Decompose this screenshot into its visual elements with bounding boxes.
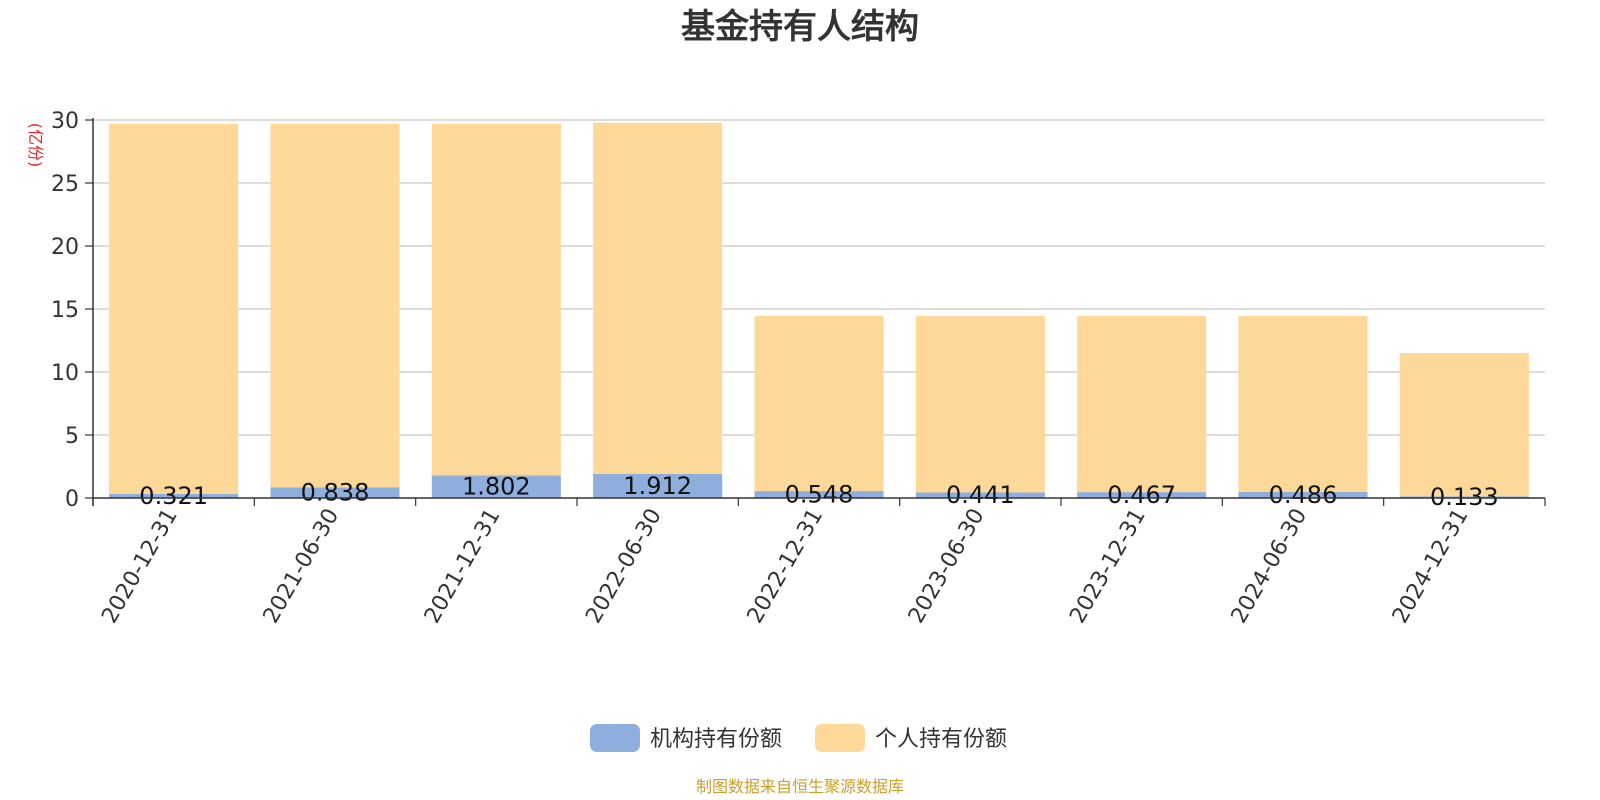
x-tick-label: 2021-06-30 (259, 505, 345, 628)
x-tick-label: 2023-12-31 (1065, 505, 1151, 628)
bar-data-label: 0.441 (946, 481, 1015, 509)
y-tick-label: 10 (51, 361, 79, 386)
y-tick-label: 5 (65, 424, 79, 449)
legend-label[interactable]: 机构持有份额 (650, 727, 782, 752)
y-tick-label: 0 (65, 487, 79, 512)
source-note: 制图数据来自恒生聚源数据库 (696, 777, 904, 796)
bar-individual[interactable] (1077, 315, 1207, 493)
y-tick-label: 25 (51, 172, 79, 197)
legend-swatch[interactable] (815, 724, 865, 752)
bar-institutional[interactable] (1238, 491, 1368, 498)
bar-individual[interactable] (915, 316, 1045, 493)
bar-institutional[interactable] (270, 487, 400, 498)
bar-data-label: 0.548 (785, 481, 854, 509)
bar-individual[interactable] (754, 315, 884, 492)
bar-institutional[interactable] (1399, 496, 1529, 498)
bar-individual[interactable] (270, 123, 400, 488)
bar-individual[interactable] (1399, 353, 1529, 497)
bar-institutional[interactable] (1077, 492, 1207, 498)
legend-label[interactable]: 个人持有份额 (875, 727, 1007, 752)
legend[interactable]: 机构持有份额 个人持有份额 (590, 724, 1007, 752)
chart-title: 基金持有人结构 (681, 7, 919, 47)
bar-data-label: 1.912 (623, 472, 692, 500)
bars: 0.321 0.838 1.802 1.912 0.548 0.441 0.467 0.486… (109, 122, 1529, 511)
bar-institutional[interactable] (109, 493, 239, 498)
y-axis-unit: (亿份) (26, 123, 45, 168)
bar-data-label: 0.467 (1107, 481, 1176, 509)
bar-data-label: 1.802 (462, 473, 531, 501)
legend-swatch[interactable] (590, 724, 640, 752)
bar-institutional[interactable] (431, 475, 561, 498)
bar-institutional[interactable] (915, 492, 1045, 498)
bar-institutional[interactable] (754, 491, 884, 498)
bar-individual[interactable] (431, 123, 561, 476)
x-tick-label: 2021-12-31 (420, 505, 506, 628)
y-tick-label: 15 (51, 298, 79, 323)
x-tick-label: 2020-12-31 (97, 505, 183, 628)
x-tick-label: 2024-06-30 (1227, 505, 1313, 628)
bar-individual[interactable] (109, 123, 239, 494)
bar-individual[interactable] (1238, 315, 1368, 492)
bar-data-label: 0.321 (139, 482, 208, 510)
x-tick-label: 2022-06-30 (581, 505, 667, 628)
bar-data-label: 0.133 (1430, 483, 1499, 511)
x-tick-label: 2024-12-31 (1388, 505, 1474, 628)
x-tick-label: 2022-12-31 (743, 505, 829, 628)
bar-institutional[interactable] (593, 473, 723, 498)
bar-individual[interactable] (593, 122, 723, 474)
y-tick-label: 20 (51, 235, 79, 260)
y-tick-label: 30 (51, 109, 79, 134)
x-tick-label: 2023-06-30 (904, 504, 990, 627)
bar-data-label: 0.838 (301, 479, 370, 507)
bar-data-label: 0.486 (1269, 481, 1338, 509)
